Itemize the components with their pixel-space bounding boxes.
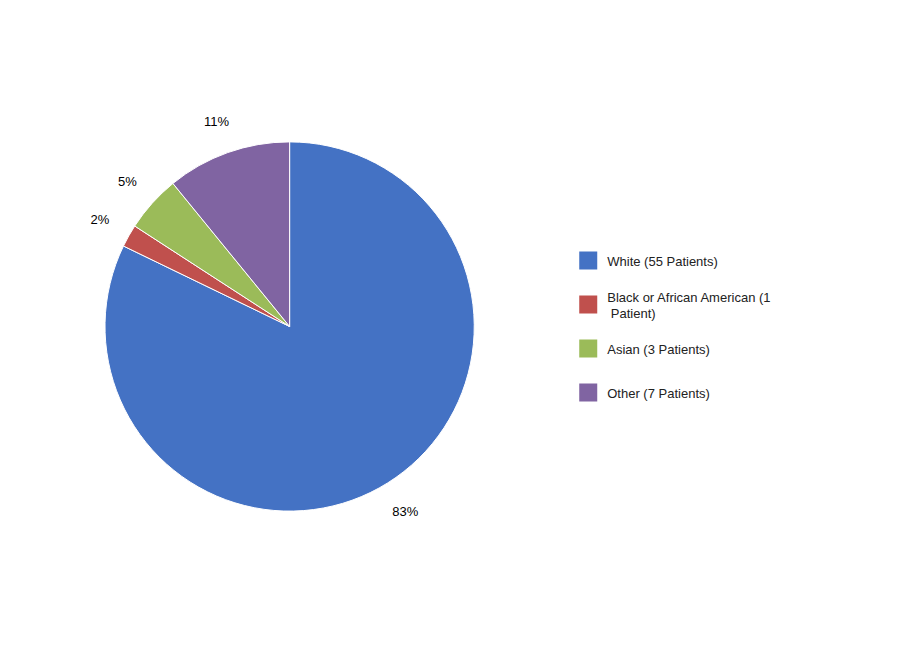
legend-label: Black or African American (1 Patient) [607, 289, 770, 320]
legend-swatch [579, 340, 597, 358]
legend-item: White (55 Patients) [579, 252, 718, 270]
chart: 83% 2% 5% 11% White (55 Patients) Black or Af… [0, 0, 902, 653]
legend: White (55 Patients) Black or African Amer… [579, 252, 770, 402]
legend-swatch [579, 384, 597, 402]
legend-item: Other (7 Patients) [579, 384, 710, 402]
pie-slice [105, 142, 474, 511]
legend-swatch [579, 252, 597, 270]
legend-item: Asian (3 Patients) [579, 340, 710, 358]
data-label: 2% [90, 212, 109, 227]
legend-label: Asian (3 Patients) [607, 341, 710, 356]
legend-label: White (55 Patients) [607, 253, 718, 268]
pie-slice [173, 142, 290, 327]
data-label: 11% [204, 114, 229, 129]
legend-label: Other (7 Patients) [607, 385, 710, 400]
pie: 83% 2% 5% 11% [90, 114, 474, 519]
legend-item: Black or African American (1 Patient) [579, 289, 770, 320]
data-label: 5% [118, 174, 137, 189]
legend-swatch [579, 296, 597, 314]
data-label: 83% [392, 504, 418, 519]
